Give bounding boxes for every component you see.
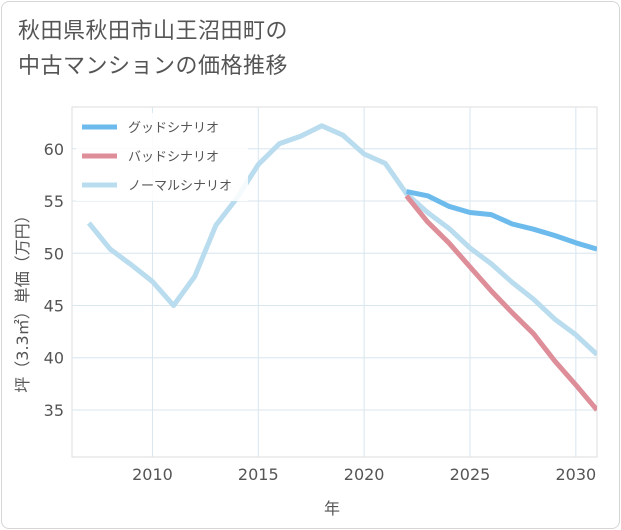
y-tick-label-55: 55 [44, 192, 64, 211]
tick-labels: 2010 2015 2020 2025 2030 35 40 45 50 55 60 [44, 140, 597, 484]
y-tick-label-45: 45 [44, 297, 64, 316]
x-tick-label-2015: 2015 [238, 465, 279, 484]
legend-label-2: ノーマルシナリオ [128, 179, 232, 194]
y-tick-label-40: 40 [44, 349, 64, 368]
y-axis-title: 坪（3.3㎡）単価（万円） [13, 207, 32, 392]
x-tick-label-2020: 2020 [344, 465, 385, 484]
chart-title-line-1: 秋田県秋田市山王沼田町の [18, 19, 289, 44]
series-line-1 [404, 194, 597, 412]
y-tick-label-50: 50 [44, 244, 64, 263]
grid [72, 107, 597, 457]
legend-label-0: グッドシナリオ [128, 121, 219, 136]
legend-label-1: バッドシナリオ [128, 150, 219, 165]
x-tick-label-2030: 2030 [555, 465, 596, 484]
series-line-0 [406, 189, 597, 252]
series-line-2 [86, 123, 597, 357]
y-tick-label-60: 60 [44, 140, 64, 159]
chart-title: 秋田県秋田市山王沼田町の 中古マンションの価格推移 [18, 14, 288, 84]
y-tick-label-35: 35 [44, 401, 64, 420]
series-lines [86, 123, 597, 412]
x-tick-label-2010: 2010 [132, 465, 173, 484]
chart-title-line-2: 中古マンションの価格推移 [18, 54, 289, 79]
x-axis-title: 年 [324, 499, 340, 518]
x-tick-label-2025: 2025 [450, 465, 491, 484]
